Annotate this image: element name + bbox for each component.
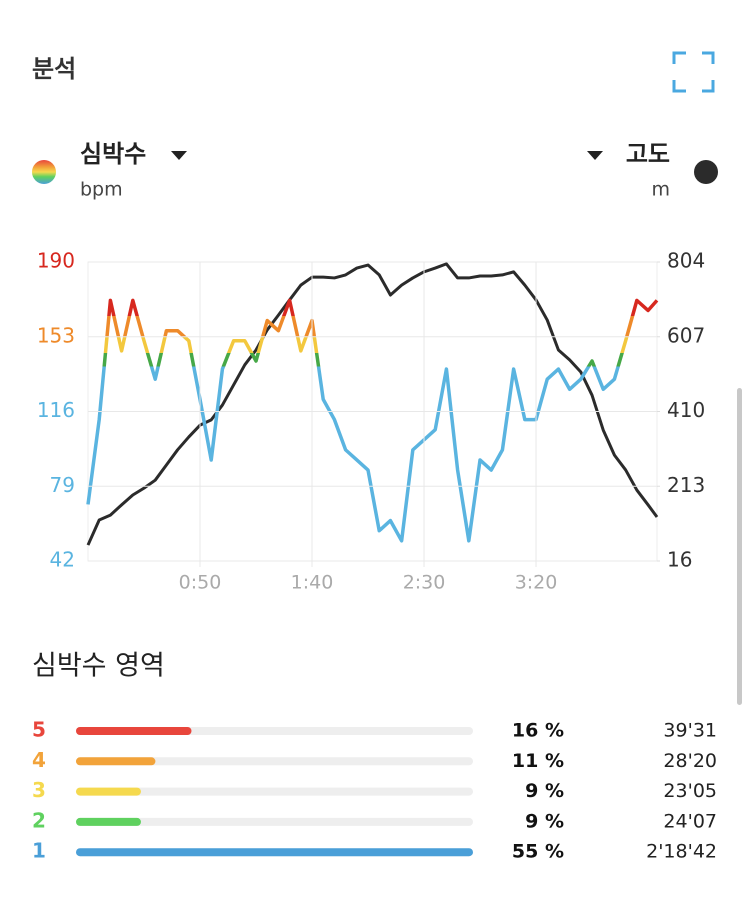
- y-tick-label: 190: [37, 249, 75, 273]
- zone-duration: 28'20: [663, 750, 717, 772]
- zone-bar: [76, 817, 141, 826]
- zone-duration: 24'07: [663, 810, 717, 832]
- y2-tick-label: 410: [667, 398, 705, 422]
- y-tick-label: 153: [37, 323, 75, 347]
- zone-label: 1: [32, 839, 46, 863]
- zone-track: [76, 757, 473, 766]
- plot: [86, 262, 659, 546]
- legend-left-unit: bpm: [80, 179, 123, 201]
- zone-duration: 23'05: [663, 780, 717, 802]
- x-tick-label: 2:30: [403, 572, 446, 594]
- legend-left[interactable]: 심박수: [80, 140, 146, 168]
- zone-percent: 11 %: [512, 750, 564, 772]
- x-tick-label: 1:40: [291, 572, 334, 594]
- zone-percent: 16 %: [512, 720, 564, 742]
- fullscreen-button[interactable]: [672, 51, 715, 93]
- elev-legend-icon: [694, 160, 718, 184]
- zone-label: 5: [32, 718, 46, 742]
- zones-title: 심박수 영역: [32, 651, 165, 682]
- scrollbar: [737, 388, 742, 705]
- legend-right[interactable]: 고도: [626, 140, 670, 168]
- hr-legend-icon: [32, 160, 56, 184]
- zone-label: 2: [32, 808, 46, 832]
- elevation-line: [86, 262, 659, 546]
- zone-percent: 9 %: [525, 780, 564, 802]
- zone-duration: 39'31: [663, 720, 717, 742]
- zone-bar: [76, 848, 473, 857]
- dropdown-left[interactable]: [171, 151, 187, 160]
- header-title: 분석: [32, 55, 76, 83]
- y2-tick-label: 16: [667, 548, 692, 572]
- legend-right-unit: m: [651, 179, 670, 201]
- y-tick-label: 79: [50, 473, 75, 497]
- zone-duration: 2'18'42: [646, 841, 717, 863]
- zone-track: [76, 817, 473, 826]
- zone-track: [76, 787, 473, 796]
- zone-percent: 9 %: [525, 810, 564, 832]
- x-tick-label: 3:20: [515, 572, 558, 594]
- heart-rate-line: [86, 298, 659, 543]
- y-tick-label: 116: [37, 398, 75, 422]
- y-tick-label: 42: [50, 548, 75, 572]
- zone-bar: [76, 757, 156, 766]
- zone-percent: 55 %: [512, 841, 564, 863]
- y2-tick-label: 213: [667, 473, 705, 497]
- zone-label: 3: [32, 778, 46, 802]
- zone-bar: [76, 727, 192, 735]
- dropdown-right[interactable]: [587, 151, 603, 160]
- x-tick-label: 0:50: [179, 572, 222, 594]
- y2-tick-label: 804: [667, 249, 705, 273]
- y2-tick-label: 607: [667, 323, 705, 347]
- zone-label: 4: [32, 748, 46, 772]
- zone-bar: [76, 787, 141, 796]
